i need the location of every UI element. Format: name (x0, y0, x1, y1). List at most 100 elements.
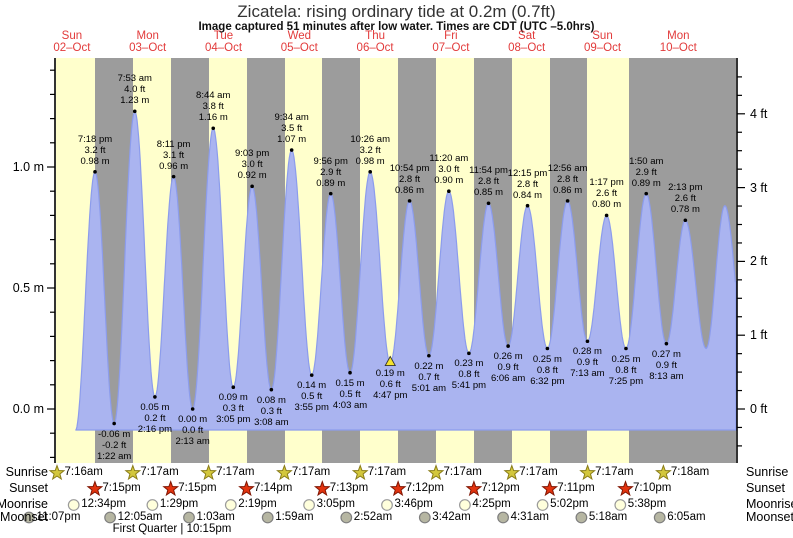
annotation-line: 6:06 am (490, 373, 526, 385)
sunset-star-icon (389, 480, 407, 497)
annotation-line: 5:01 am (411, 382, 447, 394)
sunset-star-icon (162, 480, 180, 497)
day-label-line: 09–Oct (583, 42, 622, 54)
y-axis-label-ft: 1 ft (750, 328, 768, 343)
annotation-line: 9:56 pm (313, 155, 348, 167)
sunrise-star-icon (579, 464, 596, 481)
y-axis-label-ft: 3 ft (750, 180, 768, 195)
chart-subtitle: Image captured 51 minutes after low wate… (198, 21, 595, 33)
annotation-line: 3.1 ft (163, 149, 185, 161)
annotation-line: 0.8 ft (615, 364, 637, 376)
annotation-line: 0.89 m (316, 177, 346, 189)
low-tide-dot (190, 407, 195, 411)
moonset-time: 1:03am (196, 510, 235, 523)
moonset-time: 3:42am (432, 510, 471, 523)
annotation-line: 9:34 am (274, 112, 309, 124)
annotation-line: 11:20 am (429, 153, 469, 165)
moonrise-time: 1:29pm (159, 498, 199, 510)
high-tide-dot (368, 170, 372, 174)
high-tide-annotation: 12:56 am 2.8 ft 0.86 m (529, 163, 607, 196)
annotation-line: 1:22 am (96, 450, 132, 462)
sunrise-star-icon (200, 464, 217, 481)
day-label: Sun 09–Oct (565, 30, 641, 54)
annotation-line: 6:32 pm (530, 375, 565, 387)
low-tide-dot (112, 421, 116, 426)
high-tide-dot (486, 201, 491, 206)
moonrise-circle-icon (459, 499, 471, 511)
annotation-line: 0.98 m (355, 155, 385, 167)
moonrise-time: 3:46pm (394, 498, 433, 510)
annotation-line: 0.2 ft (144, 412, 166, 424)
day-label-line: 08–Oct (508, 42, 546, 54)
moonset-time: 1:59am (275, 510, 314, 523)
annotation-line: 3.5 ft (281, 123, 303, 135)
high-tide-annotation: 10:54 pm 2.8 ft 0.86 m (371, 163, 449, 196)
annotation-line: 4:47 pm (373, 390, 408, 402)
annotation-line: 0.28 m (572, 346, 602, 358)
annotation-line: 8:44 am (196, 90, 231, 102)
sunrise-star-icon (276, 464, 293, 481)
moonrise-circle-icon (224, 499, 237, 511)
annotation-line: 2.6 ft (596, 188, 618, 200)
sunrise-star-icon (351, 464, 369, 481)
moonset-time: 11:07pm (36, 510, 81, 523)
day-label-line: 10–Oct (659, 42, 697, 54)
high-tide-dot (604, 213, 609, 218)
low-tide-annotation: 0.15 m 0.5 ft 4:03 am (311, 378, 389, 411)
high-tide-annotation: 9:03 pm 3.0 ft 0.92 m (213, 148, 291, 181)
high-tide-dot (250, 184, 254, 189)
moonset-time: 2:52am (353, 510, 393, 523)
annotation-line: 0.05 m (140, 401, 170, 413)
moonset-row-label-right: Moonset (746, 509, 793, 524)
high-tide-dot (289, 148, 294, 152)
annotation-line: 0.96 m (159, 160, 189, 172)
y-axis-label-m: 0.5 m (12, 281, 44, 295)
moonrise-time: 12:34pm (81, 498, 126, 510)
annotation-line: 0.14 m (297, 380, 327, 392)
sunset-time: 7:14pm (254, 482, 293, 494)
high-tide-dot (565, 199, 570, 203)
annotation-line: 7:25 pm (608, 375, 644, 387)
annotation-line: 3.0 ft (241, 159, 263, 171)
moonset-row-label-left: Moonset (0, 509, 48, 524)
annotation-line: 2.9 ft (635, 166, 657, 178)
sunrise-star-icon (427, 464, 445, 481)
moonrise-time: 2:19pm (238, 498, 277, 510)
day-label-line: 04–Oct (204, 42, 243, 54)
annotation-line: 0.90 m (434, 175, 464, 187)
sunset-row-label-right: Sunset (746, 481, 785, 495)
annotation-line: 0.19 m (375, 368, 405, 380)
annotation-line: 0.92 m (237, 170, 267, 182)
high-tide-annotation: 2:13 pm 2.6 ft 0.78 m (646, 182, 724, 215)
low-tide-dot (624, 346, 628, 351)
low-tide-annotation: 0.27 m 0.9 ft 8:13 am (627, 349, 705, 382)
low-tide-dot (348, 370, 352, 375)
sunrise-star-icon (503, 464, 521, 481)
annotation-line: 0.9 ft (497, 362, 519, 374)
day-label-line: Sat (518, 30, 536, 42)
sunset-star-icon (541, 480, 559, 497)
moonrise-row-label-left: Moonrise (0, 497, 48, 511)
moonset-circle-icon (340, 511, 353, 524)
annotation-line: 3.8 ft (202, 101, 224, 113)
low-tide-dot (545, 346, 550, 351)
y-axis-label-ft: 4 ft (750, 106, 768, 121)
low-tide-dot (427, 353, 431, 358)
sunrise-time: 7:17am (140, 466, 179, 478)
moonset-circle-icon (653, 511, 666, 524)
annotation-line: 0.22 m (414, 360, 444, 372)
annotation-line: 12:15 pm (507, 167, 548, 179)
high-tide-dot (407, 199, 412, 203)
sunset-time: 7:13pm (329, 482, 369, 494)
sunrise-time: 7:17am (443, 466, 482, 478)
annotation-line: 3:08 am (254, 416, 289, 428)
chart-title: Zicatela: rising ordinary tide at 0.2m (… (237, 2, 556, 21)
high-tide-annotation: 8:11 pm 3.1 ft 0.96 m (135, 139, 213, 172)
moonset-circle-icon (418, 511, 431, 524)
day-label: Sat 08–Oct (489, 30, 565, 54)
annotation-line: 12:56 am (547, 162, 588, 174)
sunset-time: 7:15pm (102, 482, 141, 494)
sunset-time: 7:12pm (481, 482, 520, 494)
annotation-line: 2.8 ft (557, 173, 579, 185)
